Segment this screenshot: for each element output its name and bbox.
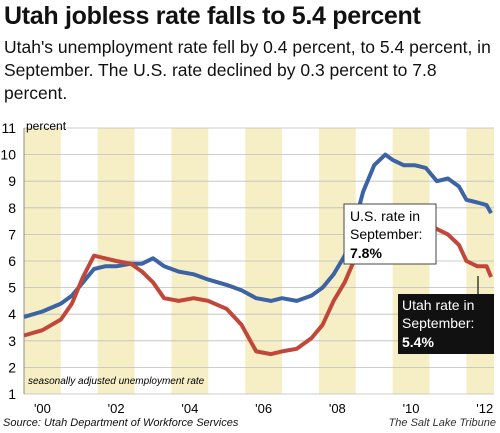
y-tick-label: 2: [8, 359, 16, 375]
y-tick-label: 11: [1, 120, 16, 136]
x-tick-label: '00: [34, 401, 51, 416]
utah-callout-box: [398, 294, 494, 354]
chart-note: seasonally adjusted unemployment rate: [28, 376, 205, 387]
utah-callout-value: 5.4%: [402, 334, 434, 350]
x-tick-label: '12: [476, 401, 493, 416]
us-callout-box: [343, 203, 437, 265]
us-callout: U.S. rate in September: 7.8%: [343, 203, 437, 265]
y-tick-label: 3: [8, 333, 16, 349]
utah-callout-line2: September:: [402, 315, 474, 331]
credit-note: The Salt Lake Tribune: [388, 417, 496, 429]
y-tick-label: 4: [8, 306, 16, 322]
x-tick-label: '08: [329, 401, 346, 416]
y-tick-label: 1: [8, 386, 16, 402]
y-tick-label: 10: [0, 147, 16, 163]
y-tick-label: 6: [8, 253, 16, 269]
chart-subtitle: Utah's unemployment rate fell by 0.4 per…: [4, 37, 491, 103]
source-note: Source: Utah Department of Workforce Ser…: [3, 417, 239, 429]
us-callout-line2: September:: [350, 226, 422, 242]
us-callout-value: 7.8%: [350, 245, 382, 261]
x-tick-label: '02: [108, 401, 125, 416]
y-axis-label: percent: [26, 119, 67, 133]
x-tick-label: '10: [403, 401, 420, 416]
y-tick-label: 8: [8, 200, 16, 216]
y-tick-label: 5: [8, 280, 16, 296]
y-tick-label: 9: [8, 173, 16, 189]
utah-callout: Utah rate in September: 5.4%: [398, 276, 494, 354]
x-tick-label: '04: [181, 401, 198, 416]
chart-title: Utah jobless rate falls to 5.4 percent: [4, 2, 421, 30]
us-rate-line: [23, 152, 493, 319]
utah-callout-line1: Utah rate in: [402, 297, 474, 313]
y-tick-label: 7: [8, 226, 16, 242]
x-tick-label: '06: [255, 401, 272, 416]
us-callout-line1: U.S. rate in: [350, 208, 420, 224]
